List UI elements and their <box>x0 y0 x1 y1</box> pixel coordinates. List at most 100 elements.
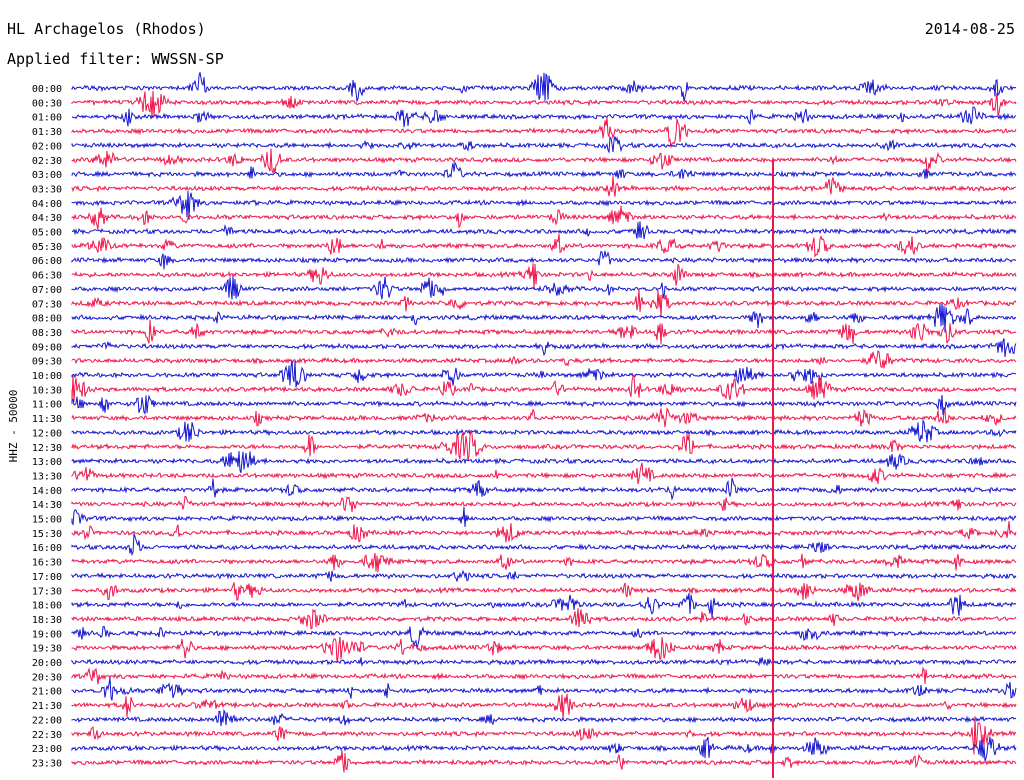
seismic-trace <box>71 430 1017 461</box>
seismic-trace <box>71 117 1017 148</box>
row-time-label: 07:30 <box>32 299 62 310</box>
row-time-label: 10:00 <box>32 371 62 382</box>
seismic-trace <box>71 657 1017 668</box>
seismic-trace <box>71 319 1017 345</box>
seismic-trace <box>71 736 1017 762</box>
seismic-trace <box>71 716 1017 755</box>
seismic-trace <box>71 90 1017 119</box>
seismic-trace <box>71 360 1017 388</box>
seismic-trace <box>71 708 1017 727</box>
station-title: HL Archagelos (Rhodos) <box>7 20 206 38</box>
row-time-label: 19:00 <box>32 629 62 640</box>
date-label: 2014-08-25 <box>924 20 1015 38</box>
seismic-trace <box>71 533 1017 557</box>
seismic-trace <box>71 72 1017 103</box>
row-time-label: 09:30 <box>32 357 62 368</box>
row-time-label: 01:30 <box>32 127 62 138</box>
seismic-trace <box>71 407 1017 428</box>
seismic-trace <box>71 135 1017 154</box>
seismic-trace <box>71 394 1017 415</box>
seismic-trace <box>71 608 1017 630</box>
row-time-label: 16:30 <box>32 558 62 569</box>
row-time-label: 04:00 <box>32 199 62 210</box>
row-time-label: 01:00 <box>32 113 62 124</box>
seismic-trace <box>71 666 1017 685</box>
row-time-label: 23:30 <box>32 758 62 769</box>
channel-label: HHZ - 50000 <box>7 390 20 463</box>
seismic-trace <box>71 190 1017 220</box>
row-time-label: 18:30 <box>32 615 62 626</box>
seismic-trace <box>71 750 1017 773</box>
row-time-label: 17:00 <box>32 572 62 583</box>
seismic-trace <box>71 161 1017 179</box>
row-time-label: 13:00 <box>32 457 62 468</box>
seismic-trace <box>71 419 1017 443</box>
seismic-trace <box>71 677 1017 701</box>
row-time-label: 15:30 <box>32 529 62 540</box>
row-time-label: 03:00 <box>32 170 62 181</box>
row-time-label: 08:00 <box>32 314 62 325</box>
seismic-trace <box>71 233 1017 258</box>
seismic-trace <box>71 495 1017 513</box>
row-time-label: 16:00 <box>32 543 62 554</box>
row-time-label: 06:30 <box>32 271 62 282</box>
seismic-trace <box>71 205 1017 230</box>
row-time-label: 08:30 <box>32 328 62 339</box>
row-time-label: 19:30 <box>32 644 62 655</box>
seismic-trace <box>71 275 1017 300</box>
row-time-label: 07:00 <box>32 285 62 296</box>
seismic-trace <box>71 263 1017 290</box>
row-time-label: 20:30 <box>32 672 62 683</box>
seismic-trace <box>71 593 1017 618</box>
row-time-label: 11:00 <box>32 400 62 411</box>
row-time-label: 10:30 <box>32 385 62 396</box>
row-time-label: 23:00 <box>32 744 62 755</box>
row-time-label: 13:30 <box>32 471 62 482</box>
seismic-trace <box>71 176 1017 197</box>
seismic-trace <box>71 582 1017 601</box>
seismic-trace <box>71 569 1017 582</box>
seismic-trace <box>71 289 1017 318</box>
filter-name: WWSSN-SP <box>151 50 224 68</box>
row-time-label: 12:30 <box>32 443 62 454</box>
seismic-trace <box>71 221 1017 240</box>
seismic-trace <box>71 636 1017 663</box>
row-time-label: 12:00 <box>32 428 62 439</box>
row-time-label: 17:30 <box>32 586 62 597</box>
row-time-label: 05:30 <box>32 242 62 253</box>
seismic-trace <box>71 451 1016 473</box>
seismic-trace <box>71 625 1017 649</box>
row-time-label: 14:30 <box>32 500 62 511</box>
seismic-trace <box>71 338 1017 358</box>
row-time-label: 14:00 <box>32 486 62 497</box>
seismic-trace <box>71 373 1017 402</box>
row-time-label: 21:00 <box>32 687 62 698</box>
seismic-trace <box>71 462 1017 485</box>
seismic-trace <box>71 148 1017 175</box>
row-time-label: 09:00 <box>32 342 62 353</box>
row-time-label: 05:00 <box>32 228 62 239</box>
row-time-label: 02:30 <box>32 156 62 167</box>
row-time-label: 04:30 <box>32 213 62 224</box>
filter-label: Applied filter: <box>7 50 143 68</box>
row-time-label: 00:00 <box>32 84 62 95</box>
row-time-label: 15:00 <box>32 515 62 526</box>
seismic-trace <box>71 477 1017 501</box>
row-time-label: 03:30 <box>32 184 62 195</box>
row-time-label: 06:00 <box>32 256 62 267</box>
row-time-label: 00:30 <box>32 98 62 109</box>
seismic-trace <box>71 350 1017 369</box>
seismic-trace <box>71 106 1017 128</box>
seismic-trace <box>71 552 1017 573</box>
seismic-trace <box>71 250 1017 270</box>
row-time-label: 20:00 <box>32 658 62 669</box>
row-time-label: 11:30 <box>32 414 62 425</box>
filter-line: Applied filter: WWSSN-SP <box>7 50 224 68</box>
seismic-trace <box>71 520 1017 543</box>
row-time-label: 02:00 <box>32 141 62 152</box>
seismic-trace <box>71 506 1017 528</box>
seismic-trace <box>71 303 1017 333</box>
row-time-label: 18:00 <box>32 601 62 612</box>
row-time-label: 22:30 <box>32 730 62 741</box>
